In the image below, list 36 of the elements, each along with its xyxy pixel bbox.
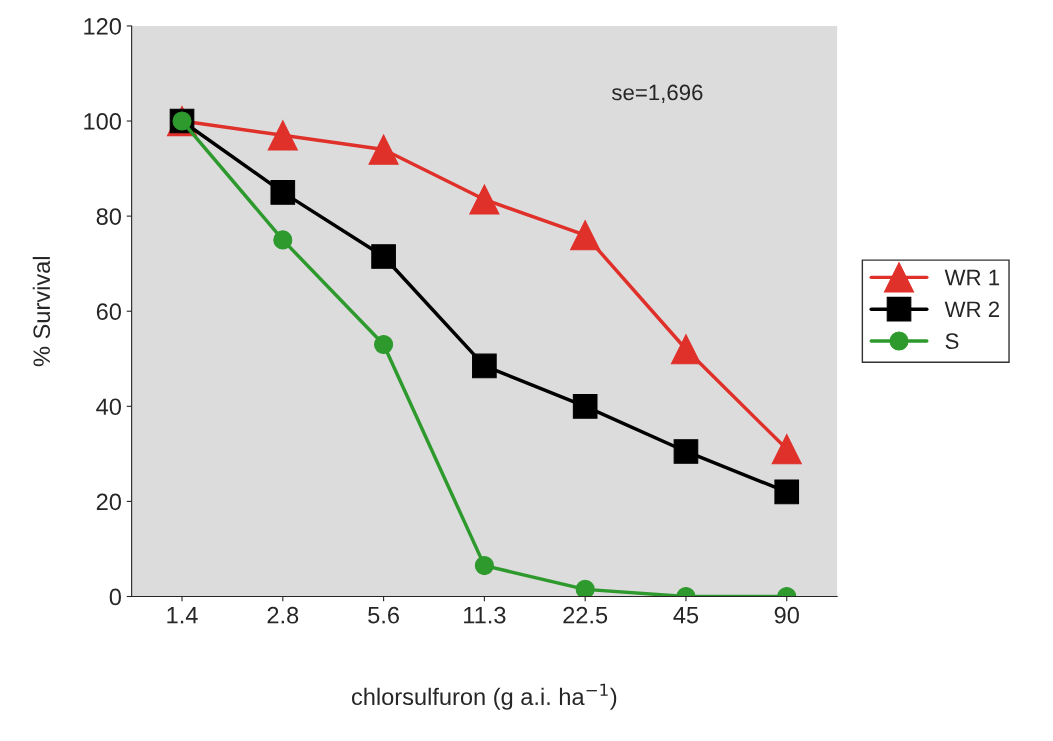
point [267, 120, 298, 151]
x-tick-label: 11.3 [464, 606, 506, 624]
x-axis-title: chlorsulfuron (g a.i. ha$^{−1}$) [351, 683, 617, 710]
legend-label: WR 2 [944, 301, 1000, 317]
point [371, 244, 396, 269]
x-tick-label: 45 [673, 607, 699, 624]
point [270, 180, 296, 205]
point [575, 579, 595, 597]
x-tick-label: 5.6 [368, 606, 399, 624]
y-tick-label: 20 [96, 493, 121, 511]
y-tick-label: 100 [84, 113, 121, 130]
point [771, 434, 802, 465]
point [670, 334, 702, 365]
y-tick-label: 40 [96, 398, 121, 416]
point [774, 479, 800, 505]
annotation: se=1,696 [611, 84, 703, 103]
point [572, 393, 598, 419]
point [570, 220, 601, 251]
point [472, 353, 497, 379]
legend-label: WR 1 [944, 269, 1000, 286]
y-tick-label: 60 [96, 303, 121, 321]
point [368, 134, 399, 165]
point [469, 184, 500, 215]
x-tick-label: 22.5 [563, 606, 608, 624]
point [273, 230, 293, 250]
y-tick-label: 0 [109, 588, 121, 606]
x-tick-label: 90 [774, 606, 799, 624]
legend-label: S [945, 333, 959, 350]
point [474, 556, 494, 576]
y-tick-label: 80 [96, 208, 121, 225]
y-axis-title: % Survival [32, 257, 51, 367]
point [673, 439, 699, 464]
point [374, 334, 394, 355]
y-tick-label: 120 [84, 18, 121, 35]
x-tick-label: 1.4 [167, 607, 198, 624]
x-tick-label: 2.8 [267, 606, 299, 624]
